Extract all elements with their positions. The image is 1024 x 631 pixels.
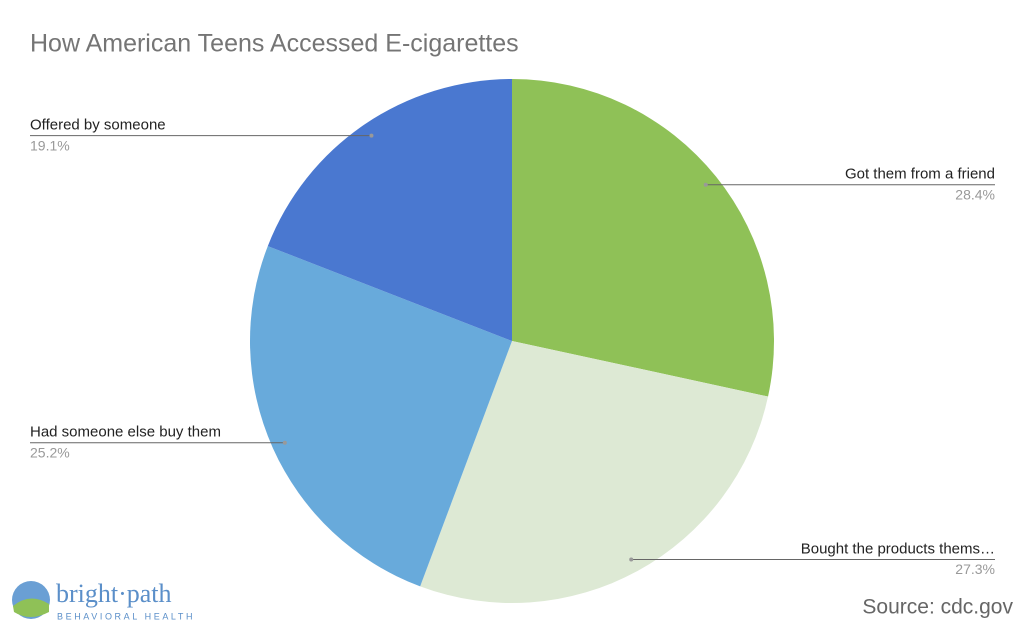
leader-dot	[282, 440, 287, 445]
logo-tagline: BEHAVIORAL HEALTH	[57, 611, 195, 621]
slice-label: Bought the products thems…	[801, 540, 995, 557]
slice-value-label: 19.1%	[30, 137, 70, 153]
logo: bright·path BEHAVIORAL HEALTH	[12, 579, 195, 621]
slice-label: Offered by someone	[30, 117, 166, 134]
source: Source: cdc.gov	[862, 596, 1013, 619]
slice-value-label: 27.3%	[955, 561, 995, 577]
logo-icon-land	[13, 598, 49, 617]
logo-name: bright·path	[56, 579, 172, 608]
pie-slice	[512, 79, 775, 397]
leader-dot	[703, 182, 708, 187]
slice-label: Had someone else buy them	[30, 424, 221, 441]
pie-slice	[420, 341, 769, 603]
slice-label: Got them from a friend	[845, 166, 995, 183]
leader-dot	[629, 557, 634, 562]
pie-slice	[267, 79, 512, 341]
pie-slice	[249, 246, 512, 587]
slice-value-label: 28.4%	[955, 186, 995, 202]
leader-dot	[369, 133, 374, 138]
slice-value-label: 25.2%	[30, 444, 70, 460]
chart-title: How American Teens Accessed E-cigarettes	[30, 30, 519, 58]
